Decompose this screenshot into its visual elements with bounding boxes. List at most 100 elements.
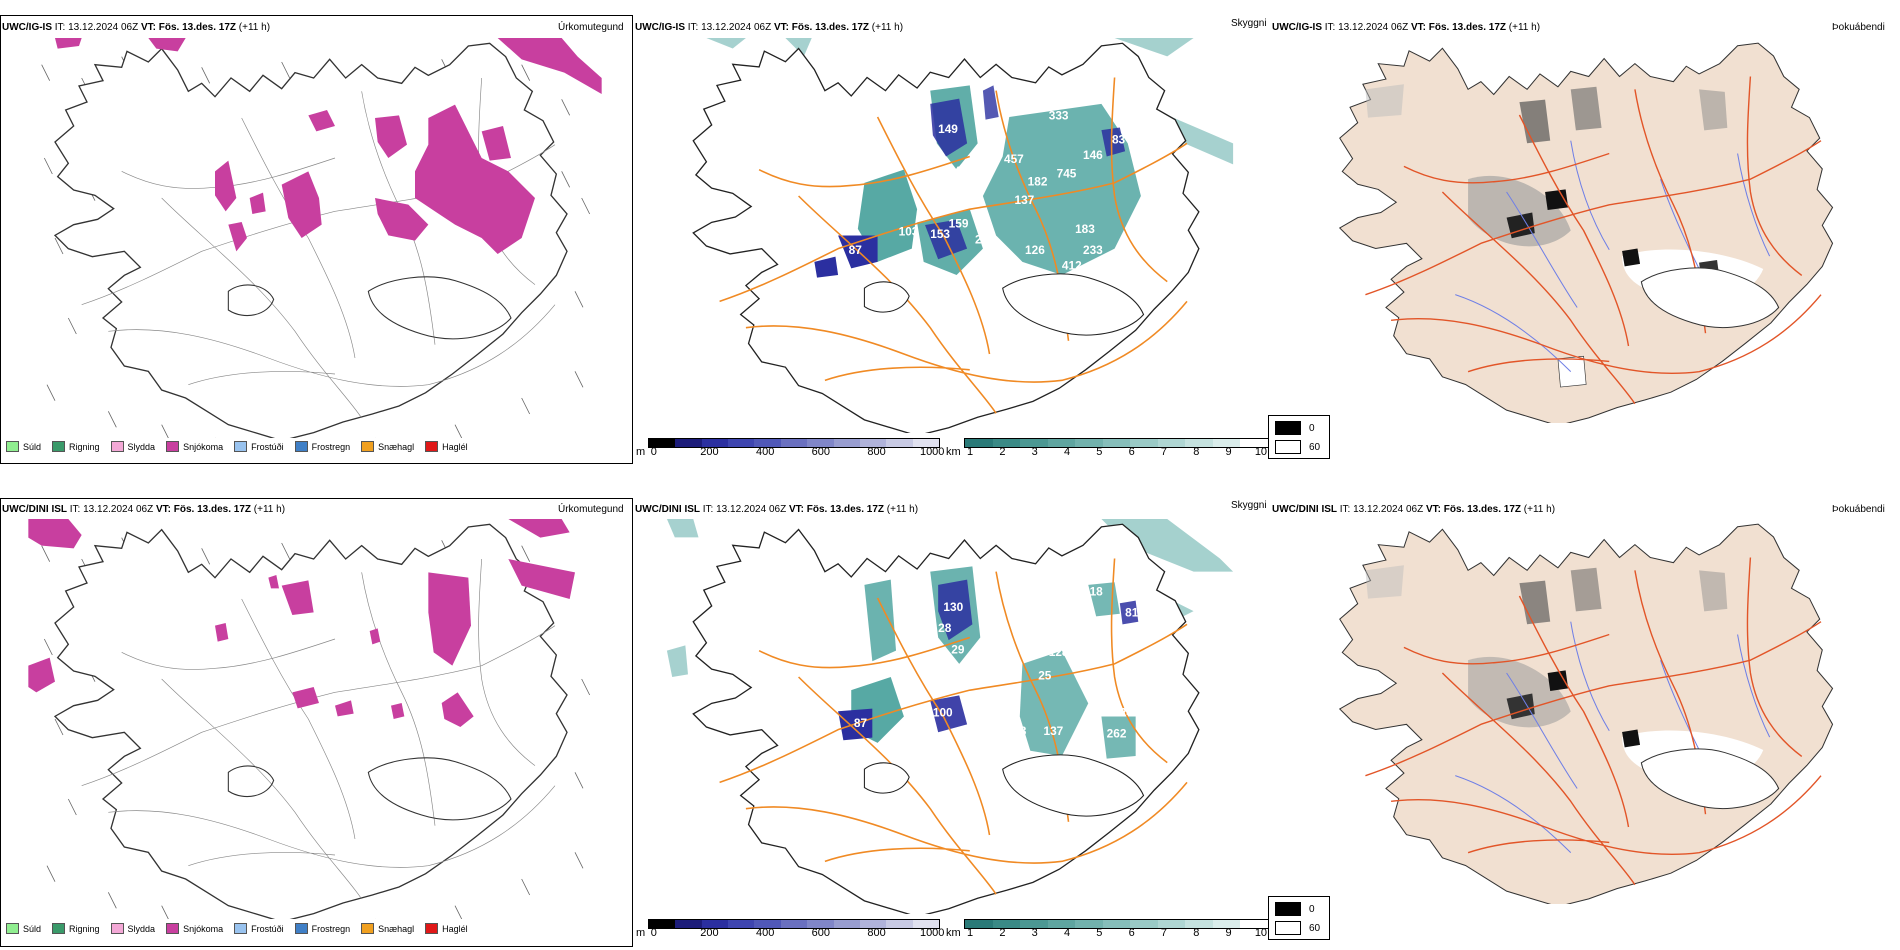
- colorbar-segment: [1130, 439, 1158, 447]
- vt-label: VT: Fös. 13.des. 17Z: [155, 504, 252, 515]
- colorbar-segment: [675, 439, 702, 447]
- fog-key-label: 0: [1309, 903, 1315, 915]
- fog-swatch: [1275, 902, 1301, 916]
- it-value: 13.12.2024 06Z: [716, 504, 787, 515]
- swatch: [166, 923, 180, 934]
- legend-label: Slydda: [127, 923, 156, 934]
- cloudbase-unit: m: [636, 927, 646, 939]
- colorbar-segment: [649, 439, 676, 447]
- vis-label: 87: [849, 243, 863, 257]
- visibility-ticks: 1 2 3 4 5 6 7 8 9 10: [964, 446, 1267, 460]
- colorbar-segment: [1240, 439, 1268, 447]
- colorbar-tick-label: 7: [1160, 446, 1168, 458]
- legend-item: Slydda: [110, 923, 156, 934]
- vis-label: 159: [949, 217, 969, 231]
- vis-label: 28: [938, 621, 952, 635]
- fog-map: [1339, 42, 1834, 423]
- fog-key-row: 0: [1275, 421, 1315, 435]
- colorbar-segment: [1047, 439, 1076, 447]
- it-label: IT:: [54, 22, 66, 33]
- colorbar-segment: [1020, 439, 1048, 447]
- colorbar-tick-label: 800: [867, 446, 886, 458]
- panel-title-visibility: Skyggni: [1231, 18, 1267, 29]
- colorbar-segment: [701, 920, 729, 928]
- legend-label: Snjókoma: [183, 441, 224, 452]
- row-ig-is: UWC/IG-IS IT: 13.12.2024 06Z VT: Fös. 13…: [0, 0, 1900, 470]
- colorbar-tick-label: 10: [1254, 446, 1268, 458]
- legend-item: Rigning: [52, 441, 100, 452]
- vis-label: 149: [938, 122, 958, 136]
- vis-label: 374: [941, 164, 961, 178]
- legend-item: Rigning: [52, 923, 100, 934]
- swatch: [110, 923, 124, 934]
- colorbar-segment: [886, 920, 913, 928]
- panel-header: UWC/DINI ISL IT: 13.12.2024 06Z VT: Fös.…: [2, 504, 285, 515]
- colorbar-tick-label: 8: [1193, 927, 1200, 939]
- swatch: [425, 923, 439, 934]
- it-value: 13.12.2024 06Z: [701, 22, 772, 33]
- legend-item: Snjókoma: [166, 441, 223, 452]
- legend-item: Frostregn: [294, 923, 350, 934]
- colorbar-segment: [1047, 920, 1076, 928]
- colorbar-tick-label: 400: [755, 927, 775, 939]
- visibility-ticks: 1 2 3 4 5 6 7 8 9 10: [964, 927, 1267, 941]
- vis-label: 318: [1083, 584, 1103, 598]
- colorbar-segment: [754, 439, 781, 447]
- precip-legend: Súld Rigning Slydda Snjókoma Frostúði Fr…: [6, 923, 479, 934]
- colorbar-segment: [1185, 439, 1213, 447]
- colorbar-tick-label: 400: [755, 446, 775, 458]
- legend-label: Súld: [23, 441, 42, 452]
- colorbar-tick-label: 1: [966, 927, 974, 939]
- legend-label: Haglél: [442, 441, 468, 452]
- swatch: [361, 441, 375, 452]
- legend-label: Frostúði: [251, 923, 284, 934]
- vis-label: 256: [975, 232, 995, 246]
- visibility-colorbar: [964, 438, 1269, 448]
- cloudbase-ticks: 0 200 400 600 800 1000: [648, 446, 945, 460]
- colorbar-tick-label: 10: [1254, 927, 1268, 939]
- vis-label: 412: [1062, 259, 1082, 273]
- lead-time: (+11 h): [1508, 22, 1541, 33]
- it-value: 13.12.2024 06Z: [1338, 22, 1409, 33]
- colorbar-tick-label: 5: [1096, 927, 1103, 939]
- colorbar-segment: [1157, 920, 1186, 928]
- colorbar-tick-label: 800: [867, 927, 886, 939]
- vis-label: 9: [988, 117, 995, 131]
- legend-label: Snæhagl: [378, 923, 415, 934]
- fog-key-row: 60: [1275, 921, 1320, 935]
- swatch: [6, 923, 19, 934]
- fog-key-label: 60: [1309, 922, 1321, 934]
- colorbar-segment: [1020, 920, 1048, 928]
- legend-item: Snæhagl: [361, 923, 414, 934]
- fog-key-label: 60: [1309, 441, 1321, 453]
- model-name: UWC/IG-IS: [635, 22, 685, 33]
- panel-title-fog: Þokuábendi: [1832, 22, 1885, 33]
- panel-title-fog: Þokuábendi: [1832, 504, 1885, 515]
- precip-type-map: [28, 519, 591, 919]
- colorbar-segment: [780, 439, 808, 447]
- colorbar-segment: [1240, 920, 1268, 928]
- colorbar-segment: [859, 439, 887, 447]
- legend-label: Haglél: [442, 923, 468, 934]
- colorbar-tick-label: 0: [650, 446, 657, 458]
- vis-label: 745: [1057, 167, 1077, 181]
- colorbar-segment: [965, 439, 993, 447]
- lead-time: (+11 h): [886, 504, 919, 515]
- colorbar-tick-label: 1: [966, 446, 974, 458]
- colorbar-segment: [1212, 439, 1241, 447]
- legend-item: Frostúði: [234, 923, 284, 934]
- colorbar-tick-label: 6: [1128, 446, 1135, 458]
- fog-swatch: [1275, 421, 1301, 435]
- swatch: [294, 923, 308, 934]
- colorbar-segment: [1130, 920, 1158, 928]
- colorbar-segment: [1212, 920, 1241, 928]
- it-label: IT:: [1339, 504, 1351, 515]
- legend-label: Frostregn: [311, 441, 351, 452]
- it-label: IT:: [1324, 22, 1336, 33]
- colorbar-segment: [859, 920, 887, 928]
- swatch: [6, 441, 19, 452]
- vis-label: 137: [1043, 724, 1063, 738]
- colorbar-tick-label: 200: [700, 446, 719, 458]
- vis-label: 333: [1049, 109, 1069, 123]
- colorbar-tick-label: 2: [999, 446, 1006, 458]
